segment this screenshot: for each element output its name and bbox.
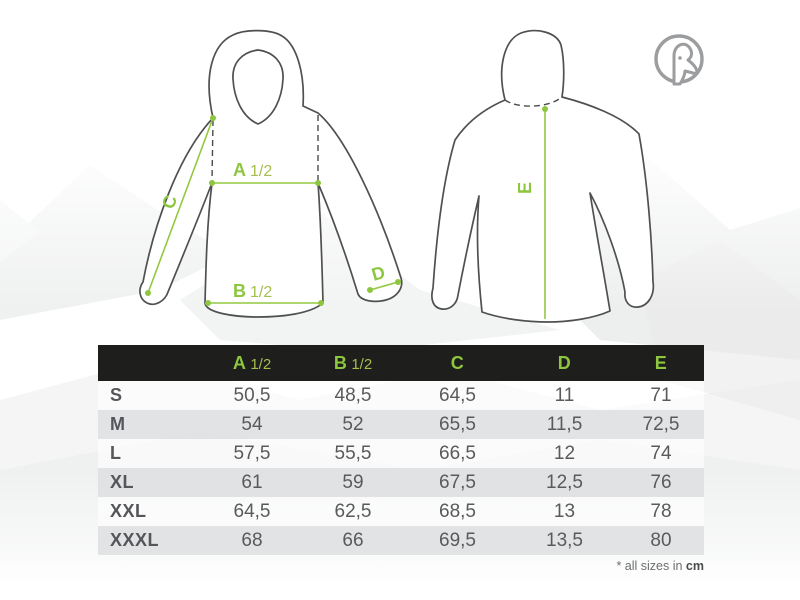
value-cell: 59	[342, 471, 364, 493]
hoodie-back-diagram: E	[431, 29, 655, 323]
hoodie-front-diagram: C A 1/2 B 1/2 D	[139, 29, 403, 318]
size-table-header: A 1/2 B 1/2 C D E	[98, 345, 704, 381]
brand-logo-ibex-icon	[654, 34, 704, 86]
measure-label-d: D	[369, 262, 387, 285]
header-frac: 1/2	[351, 355, 373, 373]
value-cell: 68	[241, 529, 263, 551]
value-cell: 54	[241, 413, 263, 435]
collar-guide	[504, 96, 563, 107]
value-cell: 76	[650, 471, 672, 493]
size-label: XL	[110, 472, 135, 492]
value-cell: 13	[553, 500, 576, 522]
value-cell: 66	[342, 529, 364, 551]
header-cell-e: E	[618, 353, 704, 374]
table-row-xl: XL 61 59 67,5 12,5 76	[98, 468, 704, 497]
measure-label-b-frac: 1/2	[250, 284, 272, 301]
header-cell-b: B 1/2	[302, 353, 404, 374]
measure-label-c: C	[158, 192, 181, 211]
measure-label-b: B	[233, 281, 246, 301]
table-row-xxl: XXL 64,5 62,5 68,5 13 78	[98, 497, 704, 526]
size-label: XXXL	[110, 530, 160, 550]
header-letter: A	[232, 352, 247, 373]
measure-label-a-frac: 1/2	[250, 163, 272, 180]
value-cell: 48,5	[334, 384, 372, 406]
value-cell: 78	[650, 500, 672, 522]
value-cell: 11	[554, 384, 575, 406]
measure-dot	[315, 180, 321, 186]
value-cell: 62,5	[334, 500, 372, 522]
hoodie-back-outline	[431, 29, 655, 323]
value-cell: 67,5	[439, 471, 476, 493]
value-cell: 64,5	[439, 384, 476, 406]
value-cell: 13,5	[546, 529, 583, 551]
measure-label-e: E	[515, 182, 535, 194]
header-cell-a: A 1/2	[202, 353, 302, 374]
value-cell: 55,5	[334, 442, 372, 464]
value-cell: 69,5	[439, 529, 476, 551]
value-cell: 68,5	[439, 500, 476, 522]
measure-dot	[209, 180, 215, 186]
footnote-unit: cm	[685, 559, 704, 573]
value-cell: 61	[241, 471, 263, 493]
header-letter: B	[333, 352, 348, 373]
size-label: L	[110, 443, 122, 463]
value-cell: 66,5	[439, 442, 476, 464]
value-cell: 80	[650, 529, 672, 551]
size-label: S	[110, 385, 123, 405]
value-cell: 12,5	[546, 471, 583, 493]
size-label: M	[110, 414, 126, 434]
measure-line-c	[147, 117, 214, 294]
header-frac: 1/2	[250, 355, 272, 373]
value-cell: 65,5	[439, 413, 476, 435]
header-letter: E	[654, 352, 668, 373]
value-cell: 71	[650, 384, 672, 406]
header-letter: D	[557, 352, 572, 373]
table-row-xxxl: XXXL 68 66 69,5 13,5 80	[98, 526, 704, 555]
value-cell: 52	[342, 413, 364, 435]
measure-dot	[205, 300, 211, 306]
measure-dot	[395, 279, 401, 285]
hood-opening-outline	[232, 49, 284, 125]
header-cell-c: C	[404, 353, 511, 374]
value-cell: 12	[553, 442, 576, 464]
table-row-m: M 54 52 65,5 11,5 72,5	[98, 410, 704, 439]
units-footnote: * all sizes in cm	[616, 559, 704, 573]
measure-label-a: A	[233, 160, 246, 180]
value-cell: 50,5	[233, 384, 271, 406]
measure-dot	[318, 300, 324, 306]
table-row-l: L 57,5 55,5 66,5 12 74	[98, 439, 704, 468]
value-cell: 57,5	[233, 442, 271, 464]
shoulder-guide-left	[211, 119, 214, 182]
value-cell: 72,5	[642, 413, 680, 435]
footnote-text: * all sizes in	[616, 559, 686, 573]
table-row-s: S 50,5 48,5 64,5 11 71	[98, 381, 704, 410]
value-cell: 11,5	[546, 413, 583, 435]
measure-dot	[210, 115, 216, 121]
measure-line-d	[369, 281, 399, 291]
size-label: XXL	[110, 501, 147, 521]
value-cell: 64,5	[233, 500, 271, 522]
value-cell: 74	[650, 442, 672, 464]
measure-dot	[542, 106, 548, 112]
header-letter: C	[450, 352, 465, 373]
measure-dot	[145, 290, 151, 296]
size-table: A 1/2 B 1/2 C D E S 50,5 48,5 64,5 11 71 M…	[98, 345, 704, 555]
header-cell-d: D	[511, 353, 618, 374]
measure-dot	[367, 287, 373, 293]
hoodie-front-outline	[139, 29, 403, 318]
